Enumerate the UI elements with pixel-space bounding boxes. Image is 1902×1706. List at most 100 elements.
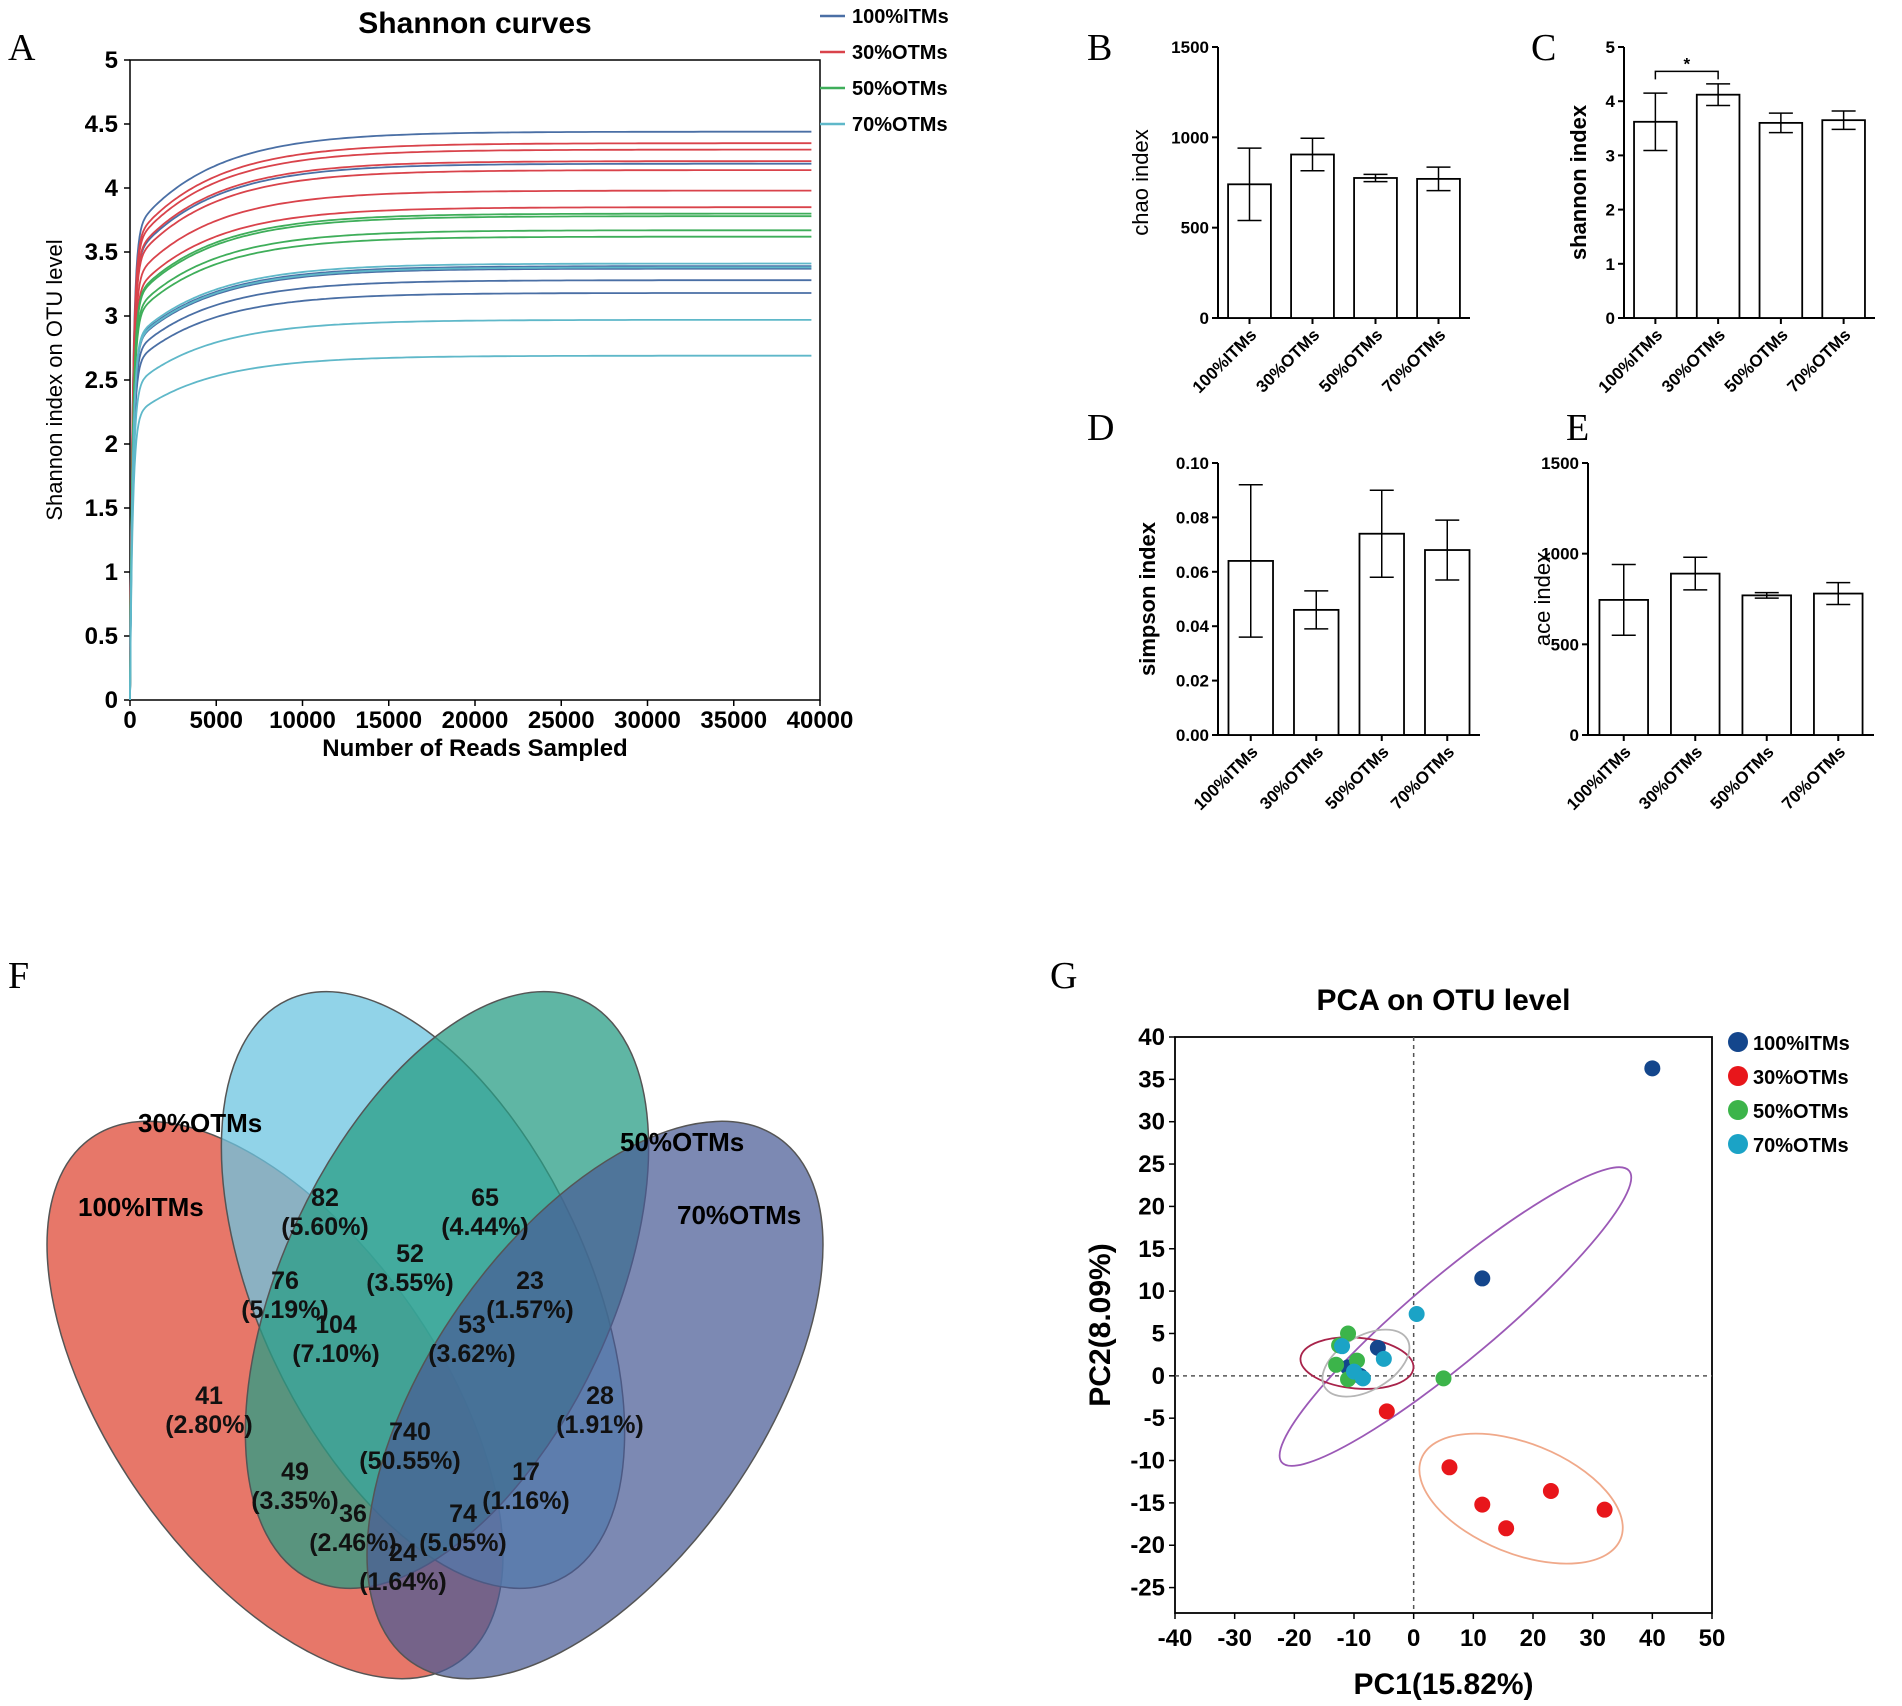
y-tick-label: 3 bbox=[105, 303, 118, 330]
venn-region-percent: (5.05%) bbox=[419, 1529, 507, 1557]
x-tick-label: 40000 bbox=[787, 707, 854, 734]
venn-region-count: 82 bbox=[311, 1184, 339, 1212]
y-tick-label: 4 bbox=[1606, 92, 1616, 111]
category-label-50otms: 50%OTMs bbox=[1315, 325, 1386, 396]
y-tick-label: -15 bbox=[1130, 1490, 1165, 1517]
venn-label-50-otms: 50%OTMs bbox=[620, 1127, 744, 1157]
venn-region-labels: 82(5.60%)65(4.44%)52(3.55%)76(5.19%)23(1… bbox=[165, 1184, 644, 1596]
point-50otms bbox=[1435, 1370, 1452, 1387]
y-axis-label: simpson index bbox=[1135, 521, 1160, 676]
curve-50otms bbox=[129, 235, 812, 701]
x-tick-label: 30000 bbox=[614, 707, 681, 734]
point-70otms bbox=[1334, 1338, 1351, 1355]
panel-d-simpson-bar-chart: 0.00 0.02 0.04 0.06 0.08 0.10 100%ITMs30%OTMs5… bbox=[1135, 454, 1480, 814]
category-label-30otms: 30%OTMs bbox=[1658, 325, 1729, 396]
venn-region-count: 23 bbox=[516, 1267, 544, 1295]
y-tick-label: -10 bbox=[1130, 1448, 1165, 1475]
venn-region-percent: (2.80%) bbox=[165, 1411, 253, 1439]
point-30otms bbox=[1378, 1403, 1395, 1420]
venn-label-30-otms: 30%OTMs bbox=[138, 1108, 262, 1138]
y-tick-label: 1500 bbox=[1171, 38, 1209, 57]
y-tick-label: 0.06 bbox=[1176, 563, 1209, 582]
x-tick-label: 15000 bbox=[355, 707, 422, 734]
legend-marker-30otms bbox=[1728, 1066, 1748, 1086]
y-axis-label: chao index bbox=[1128, 129, 1153, 235]
venn-region-count: 104 bbox=[315, 1311, 357, 1339]
venn-set-70-otms bbox=[366, 1120, 824, 1680]
y-tick-label: -25 bbox=[1130, 1575, 1165, 1602]
panel-g-pca-scatter: PCA on OTU level -25 -20 -15 -10 -5 0 5 10 15 20 25… bbox=[1084, 984, 1850, 1701]
y-tick-label: 5 bbox=[1606, 38, 1615, 57]
bar-50otms bbox=[1741, 594, 1792, 736]
legend-label-50otms: 50%OTMs bbox=[1753, 1101, 1849, 1123]
y-tick-label: 0.04 bbox=[1176, 617, 1210, 636]
panel-letter-f: F bbox=[8, 955, 29, 997]
point-50otms bbox=[1340, 1325, 1357, 1342]
y-tick-label: 2.5 bbox=[85, 367, 118, 394]
point-30otms bbox=[1441, 1459, 1458, 1476]
y-tick-label: 25 bbox=[1138, 1151, 1165, 1178]
venn-label-100-itms: 100%ITMs bbox=[78, 1192, 204, 1222]
curve-70otms bbox=[129, 266, 812, 701]
point-30otms bbox=[1542, 1483, 1559, 1500]
venn-region-count: 36 bbox=[339, 1500, 367, 1528]
y-tick-label: 0.5 bbox=[85, 623, 118, 650]
curve-100itms bbox=[129, 292, 812, 701]
bar-100itms bbox=[1633, 120, 1678, 319]
x-tick-label: 10 bbox=[1460, 1625, 1487, 1652]
y-tick-label: 3 bbox=[1606, 146, 1615, 165]
y-tick-label: 0.08 bbox=[1176, 508, 1209, 527]
legend-marker-70otms bbox=[1728, 1134, 1748, 1154]
y-tick-label: 0 bbox=[105, 687, 118, 714]
legend-label-70otms: 70%OTMs bbox=[1753, 1135, 1849, 1157]
venn-region-percent: (7.10%) bbox=[292, 1340, 380, 1368]
venn-region-count: 49 bbox=[281, 1458, 309, 1486]
venn-region-percent: (3.62%) bbox=[428, 1340, 516, 1368]
legend-label-30otms: 30%OTMs bbox=[852, 42, 948, 64]
y-tick-label: 5 bbox=[105, 47, 118, 74]
venn-region-percent: (1.57%) bbox=[486, 1296, 574, 1324]
venn-region-count: 52 bbox=[396, 1240, 424, 1268]
curve-70otms bbox=[129, 262, 812, 701]
bar-30otms bbox=[1290, 153, 1335, 319]
category-label-30otms: 30%OTMs bbox=[1635, 742, 1706, 813]
y-axis-label: shannon index bbox=[1566, 104, 1591, 260]
y-tick-label: 10 bbox=[1138, 1278, 1165, 1305]
x-tick-label: -40 bbox=[1158, 1625, 1193, 1652]
point-70otms bbox=[1408, 1305, 1425, 1322]
y-tick-label: 2 bbox=[105, 431, 118, 458]
panel-a-shannon-curves: Shannon curves 0 0.5 1 1.5 2 2.5 3 3.5 4 4.5 5 0 5000… bbox=[42, 6, 949, 762]
point-30otms bbox=[1474, 1496, 1491, 1513]
venn-region-count: 74 bbox=[449, 1500, 477, 1528]
panel-letter-e: E bbox=[1566, 407, 1589, 449]
y-axis-label: ace index bbox=[1530, 552, 1555, 646]
category-label-100itms: 100%ITMs bbox=[1563, 742, 1635, 814]
x-tick-label: 0 bbox=[123, 707, 136, 734]
point-70otms bbox=[1375, 1350, 1392, 1367]
y-tick-label: 4.5 bbox=[85, 111, 118, 138]
curve-100itms bbox=[129, 130, 812, 701]
significance-bracket bbox=[1654, 70, 1719, 80]
curve-70otms bbox=[129, 354, 812, 701]
point-30otms bbox=[1596, 1501, 1613, 1518]
curve-30otms bbox=[129, 142, 812, 701]
panel-f-venn-diagram: 100%ITMs 30%OTMs 50%OTMs 70%OTMs 82(5.60… bbox=[46, 990, 824, 1680]
confidence-ellipse-100itms bbox=[1278, 1166, 1633, 1467]
venn-region-percent: (5.19%) bbox=[241, 1296, 329, 1324]
venn-region-percent: (1.16%) bbox=[482, 1487, 570, 1515]
panel-letter-b: B bbox=[1087, 27, 1112, 69]
venn-region-count: 740 bbox=[389, 1418, 431, 1446]
venn-region-percent: (1.64%) bbox=[359, 1568, 447, 1596]
y-tick-label: 30 bbox=[1138, 1109, 1165, 1136]
y-tick-label: 0.10 bbox=[1176, 454, 1209, 473]
y-tick-label: 0 bbox=[1200, 309, 1209, 328]
venn-region-percent: (1.91%) bbox=[556, 1411, 644, 1439]
venn-region-count: 28 bbox=[586, 1382, 614, 1410]
category-label-50otms: 50%OTMs bbox=[1707, 742, 1778, 813]
panel-letter-g: G bbox=[1050, 955, 1077, 997]
category-label-100itms: 100%ITMs bbox=[1189, 325, 1261, 397]
bar-70otms bbox=[1813, 592, 1864, 736]
x-tick-label: -20 bbox=[1277, 1625, 1312, 1652]
